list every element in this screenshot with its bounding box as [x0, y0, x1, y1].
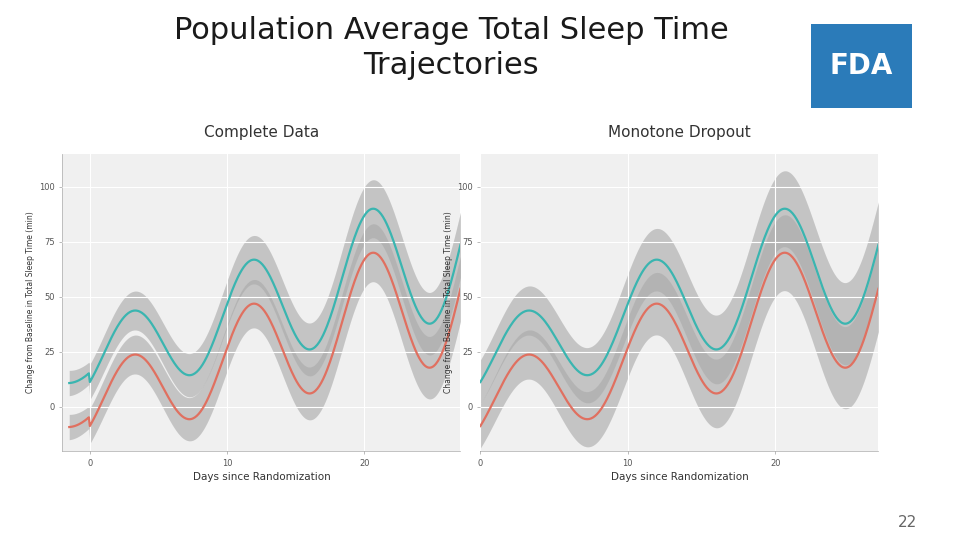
- Y-axis label: Change from Baseline in Total Sleep Time (min): Change from Baseline in Total Sleep Time…: [444, 212, 453, 393]
- Text: FDA: FDA: [829, 52, 894, 80]
- Text: 22: 22: [898, 515, 917, 530]
- X-axis label: Days since Randomization: Days since Randomization: [611, 472, 748, 482]
- Y-axis label: Change from Baseline in Total Sleep Time (min): Change from Baseline in Total Sleep Time…: [26, 212, 35, 393]
- Text: Monotone Dropout: Monotone Dropout: [608, 125, 751, 140]
- Text: Population Average Total Sleep Time
Trajectories: Population Average Total Sleep Time Traj…: [174, 16, 729, 80]
- Text: Complete Data: Complete Data: [204, 125, 319, 140]
- X-axis label: Days since Randomization: Days since Randomization: [193, 472, 330, 482]
